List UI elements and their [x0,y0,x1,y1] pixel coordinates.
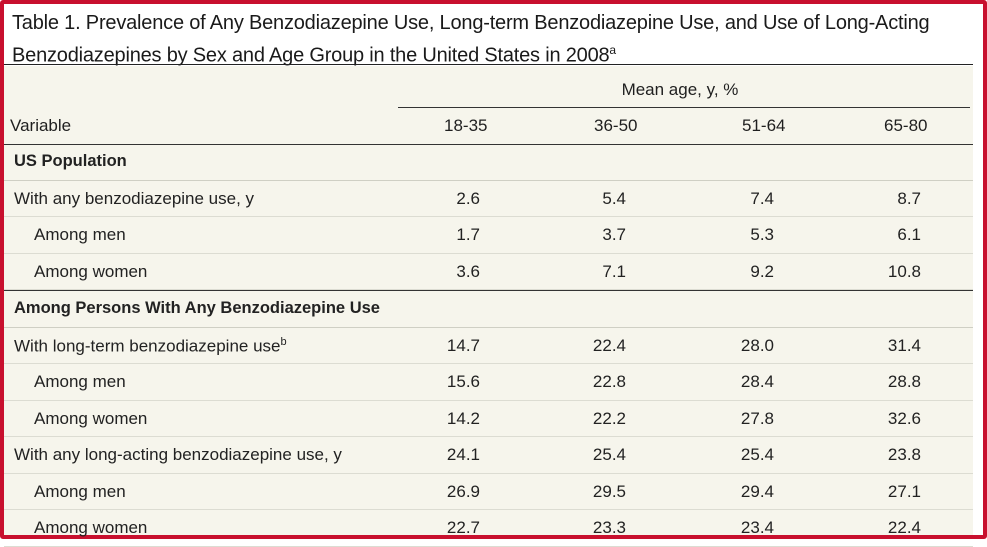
value-cell: 22.7 [420,518,480,538]
value-cell: 10.8 [861,262,921,282]
value-cell: 26.9 [420,482,480,502]
table-body: US Population With any benzodiazepine use… [4,144,973,547]
title-rule [4,64,973,65]
value-cell: 31.4 [861,336,921,356]
row-footnote-mark: b [280,336,286,348]
row-label-text: Among women [34,518,147,537]
value-cell: 5.3 [714,225,774,245]
row-label: Among women [34,518,147,538]
section-header-row: US Population [4,144,973,181]
row-label: Among women [34,409,147,429]
row-label-text: With long-term benzodiazepine use [14,336,280,355]
table-title: Table 1. Prevalence of Any Benzodiazepin… [4,4,983,64]
table-row: Among women 3.6 7.1 9.2 10.8 [4,254,973,291]
row-label-text: With any long-acting benzodiazepine use,… [14,445,342,464]
row-label-text: Among men [34,372,126,391]
section-label: US Population [14,152,127,171]
value-cell: 15.6 [420,372,480,392]
row-label-text: US Population [14,152,127,170]
value-cell: 1.7 [420,225,480,245]
row-label: Among men [34,225,126,245]
row-label: With any long-acting benzodiazepine use,… [14,445,342,465]
column-group-rule [398,107,970,108]
table-row: With any long-acting benzodiazepine use,… [4,437,973,474]
value-cell: 14.7 [420,336,480,356]
table-header: Mean age, y, % Variable 18-35 36-50 51-6… [4,66,973,144]
value-cell: 23.3 [566,518,626,538]
value-cell: 22.4 [861,518,921,538]
value-cell: 22.2 [566,409,626,429]
row-label: Among women [34,262,147,282]
value-cell: 7.1 [566,262,626,282]
value-cell: 9.2 [714,262,774,282]
value-cell: 32.6 [861,409,921,429]
column-header-65-80: 65-80 [884,116,927,136]
row-label-text: With any benzodiazepine use, y [14,189,254,208]
title-footnote-mark: a [609,43,615,57]
row-label-text: Among men [34,482,126,501]
value-cell: 14.2 [420,409,480,429]
table-row: With any benzodiazepine use, y 2.6 5.4 7.4 8… [4,181,973,218]
value-cell: 3.7 [566,225,626,245]
table-row: With long-term benzodiazepine useb 14.7 22… [4,328,973,365]
value-cell: 5.4 [566,189,626,209]
value-cell: 22.4 [566,336,626,356]
row-label-text: Among women [34,409,147,428]
value-cell: 25.4 [566,445,626,465]
column-group-label: Mean age, y, % [394,80,966,100]
section-label: Among Persons With Any Benzodiazepine Us… [14,299,380,318]
table-row: Among women 14.2 22.2 27.8 32.6 [4,401,973,438]
table-row: Among men 1.7 3.7 5.3 6.1 [4,217,973,254]
table-row: Among men 26.9 29.5 29.4 27.1 [4,474,973,511]
value-cell: 2.6 [420,189,480,209]
data-table: Mean age, y, % Variable 18-35 36-50 51-6… [4,66,973,535]
value-cell: 8.7 [861,189,921,209]
row-label: With any benzodiazepine use, y [14,189,254,209]
value-cell: 22.8 [566,372,626,392]
value-cell: 7.4 [714,189,774,209]
row-label: With long-term benzodiazepine useb [14,336,287,357]
table-row: Among men 15.6 22.8 28.4 28.8 [4,364,973,401]
value-cell: 28.0 [714,336,774,356]
row-label-text: Among women [34,262,147,281]
title-line-1: Table 1. Prevalence of Any Benzodiazepin… [12,10,975,37]
value-cell: 29.5 [566,482,626,502]
row-label: Among men [34,482,126,502]
value-cell: 24.1 [420,445,480,465]
column-header-51-64: 51-64 [742,116,785,136]
section-header-row: Among Persons With Any Benzodiazepine Us… [4,290,973,328]
row-label-text: Among Persons With Any Benzodiazepine Us… [14,299,380,317]
value-cell: 27.8 [714,409,774,429]
row-label-text: Among men [34,225,126,244]
column-header-36-50: 36-50 [594,116,637,136]
value-cell: 23.8 [861,445,921,465]
value-cell: 6.1 [861,225,921,245]
value-cell: 25.4 [714,445,774,465]
variable-header: Variable [10,116,71,136]
value-cell: 23.4 [714,518,774,538]
value-cell: 29.4 [714,482,774,502]
row-label: Among men [34,372,126,392]
value-cell: 28.4 [714,372,774,392]
value-cell: 3.6 [420,262,480,282]
value-cell: 27.1 [861,482,921,502]
value-cell: 28.8 [861,372,921,392]
column-header-18-35: 18-35 [444,116,487,136]
table-row: Among women 22.7 23.3 23.4 22.4 [4,510,973,547]
